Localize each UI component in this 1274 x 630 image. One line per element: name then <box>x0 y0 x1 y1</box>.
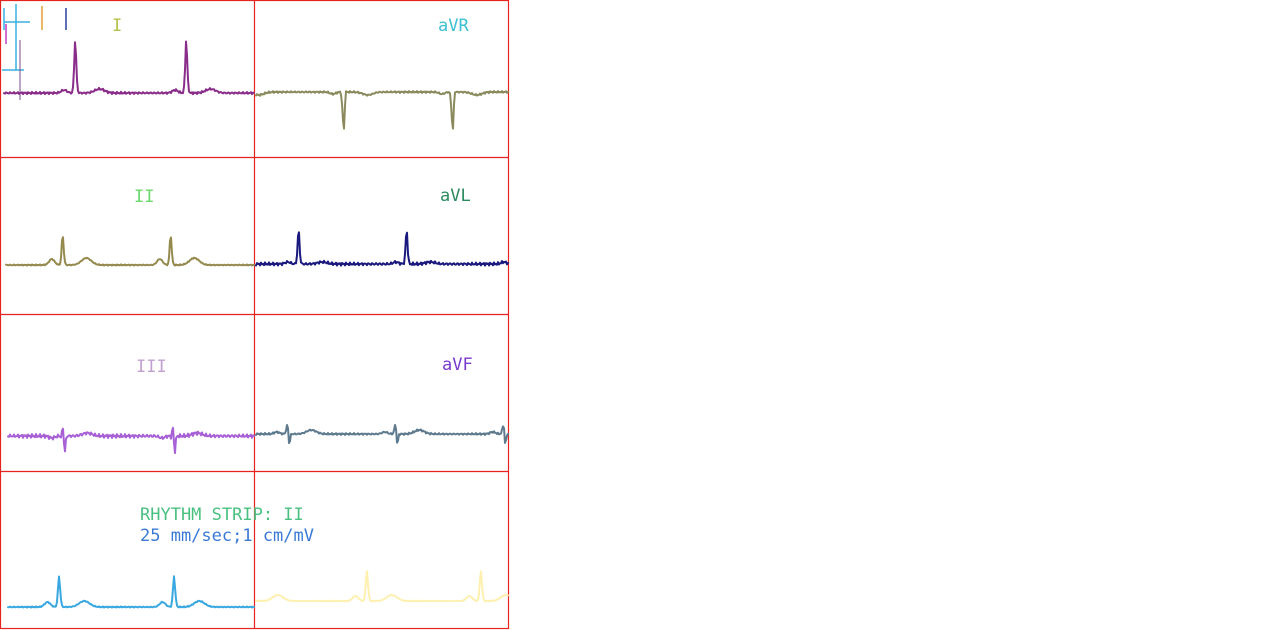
trace-rhythm-strip-continued <box>255 570 509 603</box>
ecg-traces <box>3 40 509 609</box>
lead-label-iii: III <box>136 357 167 377</box>
calibration-marks <box>2 4 67 100</box>
lead-label-avr: aVR <box>438 16 469 36</box>
rhythm-strip-header: RHYTHM STRIP: II 25 mm/sec;1 cm/mV <box>140 505 314 546</box>
trace-lead-i <box>3 40 255 96</box>
trace-lead-avr <box>255 90 509 130</box>
rhythm-strip-title: RHYTHM STRIP: II <box>140 505 304 525</box>
lead-label-ii: II <box>134 187 154 207</box>
lead-label-avf: aVF <box>442 355 473 375</box>
ecg-grid <box>0 0 510 630</box>
lead-label-avl: aVL <box>440 186 471 206</box>
rhythm-strip-settings: 25 mm/sec;1 cm/mV <box>140 526 314 546</box>
lead-label-i: I <box>112 16 122 36</box>
trace-lead-avf <box>255 424 509 444</box>
trace-lead-ii <box>5 236 255 267</box>
trace-lead-avl <box>255 231 509 267</box>
trace-rhythm-strip <box>7 575 255 609</box>
trace-lead-iii <box>7 426 255 455</box>
lead-labels: I aVR II aVL III aVF <box>112 16 473 377</box>
